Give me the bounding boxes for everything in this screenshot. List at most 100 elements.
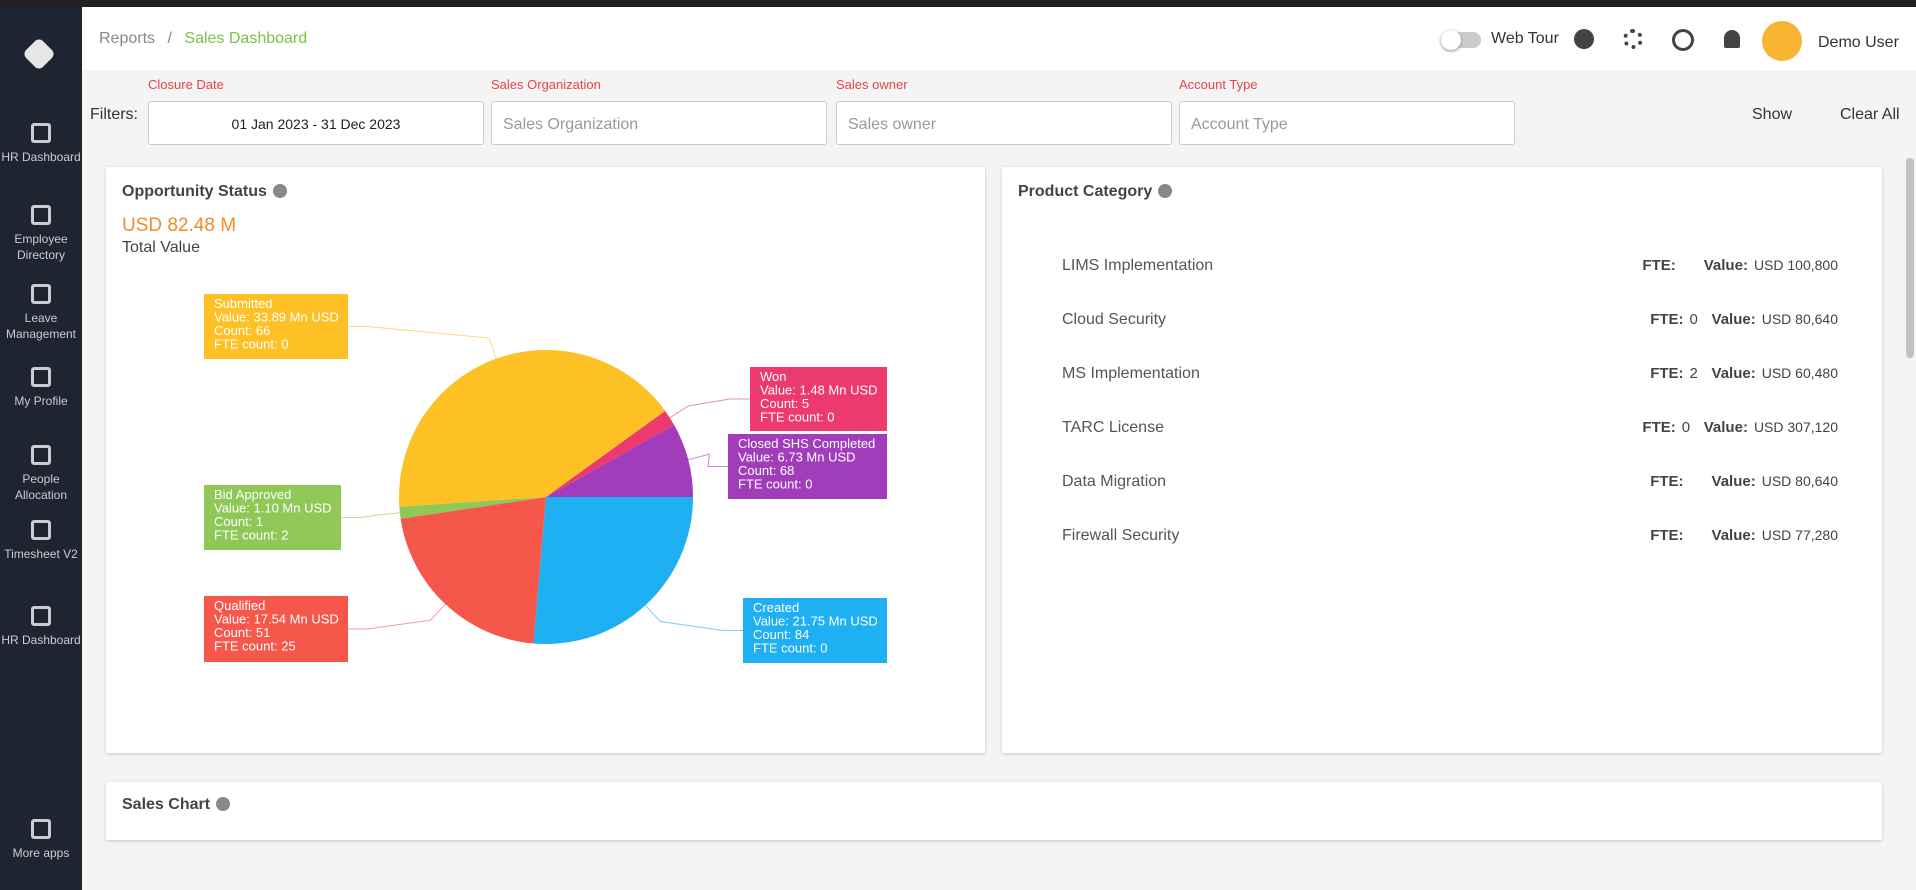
fte-label: FTE:: [1650, 311, 1684, 328]
bell-icon[interactable]: [1724, 30, 1740, 48]
filter-label: Sales Organization: [491, 77, 601, 92]
settings-icon[interactable]: [1623, 29, 1643, 49]
sidebar: HR Dashboard Employee Directory Leave Mana…: [0, 7, 82, 890]
nav-item[interactable]: My Profile: [14, 394, 68, 408]
fte-label: FTE:: [1650, 527, 1684, 544]
separator: /: [167, 30, 172, 47]
crumb[interactable]: Reports: [99, 30, 156, 47]
fte-label: FTE:: [1650, 473, 1684, 490]
filter-input[interactable]: 01 Jan 2023 - 31 Dec 2023: [148, 101, 484, 145]
user-name[interactable]: Demo User: [1818, 34, 1899, 51]
nav-icon: [31, 445, 51, 465]
total-value: USD 82.48 M: [122, 215, 237, 236]
callout-text: FTE count: 0: [760, 410, 834, 425]
pie-slice: [400, 497, 546, 644]
product-row: Data Migration FTE:FTE:Value:USD 80,640: [1062, 473, 1838, 491]
nav-item[interactable]: HR Dashboard: [1, 150, 81, 164]
callout-text: Count: 51: [214, 625, 270, 640]
value: USD 77,280: [1761, 527, 1838, 543]
nav-icon: [31, 606, 51, 626]
callout-box: [204, 294, 348, 359]
callout-text: FTE count: 0: [753, 641, 827, 656]
breadcrumb: Reports / Sales Dashboard: [99, 30, 307, 48]
callout-text: FTE count: 0: [738, 477, 812, 492]
card-title: Product Category: [1018, 183, 1173, 201]
nav-icon: [31, 123, 51, 143]
pie-slice: [546, 410, 675, 497]
clear-button[interactable]: Clear All: [1840, 106, 1900, 123]
fte-label: FTE:: [1642, 257, 1676, 274]
value: USD 307,120: [1753, 419, 1838, 435]
product-name: Data Migration: [1062, 473, 1167, 490]
crumb[interactable]: Sales Dashboard: [184, 30, 308, 47]
fte-value: 0: [1681, 419, 1691, 436]
pie-slice: [399, 497, 546, 519]
title: Product Category: [1018, 183, 1153, 200]
value: USD 80,640: [1761, 473, 1838, 489]
nav-item[interactable]: People Allocation: [14, 472, 68, 502]
top-bar: [0, 0, 1916, 7]
avatar[interactable]: [1762, 21, 1802, 61]
pie-slice: [546, 424, 693, 497]
nav-icon: [31, 284, 51, 304]
filter-input[interactable]: Sales Organization: [491, 101, 827, 145]
pie-slice: [399, 350, 666, 507]
callout-text: Count: 68: [738, 463, 794, 478]
footer-space: [0, 840, 1916, 890]
callout-text: Value: 6.73 Mn USD: [738, 450, 856, 465]
fte-value: 2: [1689, 365, 1698, 382]
product-row: Cloud Security FTE: 0 Value: USD 80,640: [1062, 311, 1838, 329]
nav-icon: [31, 205, 51, 225]
title: Opportunity Status: [122, 183, 267, 200]
product-row: TARC License FTE: 0 Value: USD 307,120: [1062, 419, 1838, 437]
value-label: Value:: [1711, 527, 1756, 544]
callout-text: Value: 1.48 Mn USD: [760, 383, 878, 398]
nav-icon: [31, 367, 51, 387]
product-values: FTE:FTE:Value:USD 80,640: [1650, 473, 1838, 490]
value: USD 100,800: [1753, 257, 1838, 273]
callout-text: Submitted: [214, 296, 273, 311]
value: USD 60,480: [1761, 365, 1838, 381]
callout-text: Bid Approved: [214, 487, 291, 502]
callout-text: Won: [760, 369, 787, 384]
callout-box: [750, 367, 887, 431]
leader-line: [669, 398, 750, 419]
leader-line: [348, 326, 497, 359]
show-button[interactable]: Show: [1752, 106, 1793, 123]
add-icon[interactable]: [1574, 29, 1594, 49]
nav-item[interactable]: Leave Management: [5, 311, 77, 341]
nav-item[interactable]: HR Dashboard: [1, 633, 81, 647]
product-name: TARC License: [1062, 419, 1164, 436]
logo: [22, 37, 56, 71]
web-tour[interactable]: Web Tour: [1491, 30, 1559, 47]
nav-item[interactable]: Timesheet V2: [4, 547, 78, 561]
leader-line: [341, 512, 400, 518]
filter-input[interactable]: Account Type: [1179, 101, 1515, 145]
total-label[interactable]: Total Value: [122, 239, 200, 256]
nav-item[interactable]: More apps: [12, 846, 70, 860]
callout-box: [743, 598, 887, 663]
toggle[interactable]: [1441, 30, 1481, 50]
callout-text: Count: 84: [753, 627, 809, 642]
filter-label: Sales owner: [836, 77, 908, 92]
callout-text: FTE count: 2: [214, 528, 288, 543]
sales-chart-card: Sales Chart: [106, 782, 1882, 840]
apps-icon[interactable]: [1672, 29, 1694, 51]
callout-text: Count: 66: [214, 323, 270, 338]
opportunity-card: Opportunity Status USD 82.48 M Total Val…: [106, 167, 985, 753]
callout-text: Value: 21.75 Mn USD: [753, 614, 878, 629]
callout-text: FTE count: 0: [214, 337, 288, 352]
value-label: Value:: [1711, 311, 1756, 328]
filter-label: Account Type: [1179, 77, 1258, 92]
product-values: FTE:FTE:Value:USD 77,280: [1650, 527, 1838, 544]
callout-text: Count: 5: [760, 396, 809, 411]
filter-input[interactable]: Sales owner: [836, 101, 1172, 145]
callout-box: [728, 434, 887, 499]
callout-text: Value: 1.10 Mn USD: [214, 501, 332, 516]
nav-item[interactable]: Employee Directory: [14, 232, 68, 262]
pie-slice: [533, 497, 693, 644]
product-row: MS Implementation FTE: 2 Value: USD 60,480: [1062, 365, 1838, 383]
